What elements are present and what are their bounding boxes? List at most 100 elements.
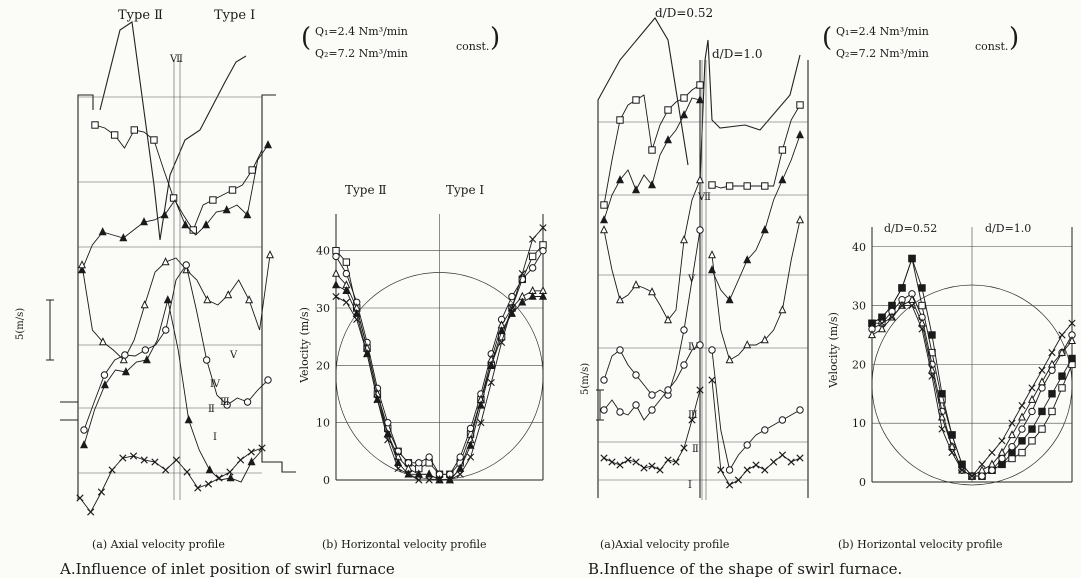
y-tick-label: 30 [852,300,866,313]
profile-point [760,225,769,234]
profile-point [76,494,84,502]
profile-point [761,426,769,434]
scale-label: 5(m/s) [15,308,26,340]
profile-point [600,454,608,462]
data-point [918,284,926,292]
data-point [1057,347,1067,356]
data-point [1048,349,1056,357]
profile-line [83,263,269,431]
data-point [938,425,946,433]
data-point [1008,443,1016,451]
data-point [528,264,537,272]
data-point [877,324,887,333]
y-tick-label: 40 [852,241,866,254]
data-point [1068,319,1076,327]
profile-point [726,481,734,489]
profile-point [752,461,760,469]
profile-line [81,144,269,271]
y-axis-label: Velocity (m/s) [827,312,840,389]
profile-point [632,96,640,104]
profile-point [226,473,235,482]
data-point [988,449,996,457]
profile-point [708,181,716,189]
profile-point [616,116,624,124]
profile-line [83,299,263,483]
data-point [342,269,351,278]
paren-right: ) [490,23,500,53]
data-point [1017,412,1027,421]
station-label: Ⅶ [169,54,183,65]
profile-point [100,380,109,389]
station-label: Ⅰ [688,480,692,491]
data-point [394,464,402,473]
const-label: const. [456,40,489,53]
data-point [498,338,506,346]
profile-point [600,406,608,414]
profile-point [631,280,641,289]
profile-point [222,205,231,214]
profile-point [708,376,716,384]
profile-point [725,182,734,190]
profile-point [624,456,632,464]
profile-point [264,376,272,384]
profile-point [184,415,193,424]
profile-point [725,295,734,304]
large-ratio-label: d/D=1.0 [985,222,1031,235]
data-point [988,466,996,474]
profile-point [679,235,689,244]
q1-label: Q₁=2.4 Nm³/min [315,25,408,38]
profile-point [707,250,717,259]
profile-point [664,386,672,394]
profile-point [778,305,787,314]
profile-point [778,416,787,424]
y-axis-label: Velocity (m/s) [298,307,311,384]
profile-point [121,351,129,359]
profile-point [263,140,273,149]
data-point [1018,437,1026,445]
profile-point [181,220,190,229]
scale-label: 5(m/s) [580,363,591,395]
scale-bar [596,389,604,421]
data-point [898,301,906,310]
profile-point [761,182,769,190]
y-tick-label: 20 [852,358,866,371]
large-ratio-label: d/D=1.0 [712,47,762,61]
data-point [331,280,341,289]
profile-point [796,101,804,109]
data-point [1008,419,1016,427]
data-point [342,298,350,306]
data-point [968,472,976,480]
profile-point [201,220,211,229]
data-point [898,284,906,292]
profile-line [81,254,271,361]
profile-point [599,225,609,234]
data-point [938,390,946,398]
data-point [1018,401,1026,410]
furnace-wall [60,401,78,421]
profile-point [743,182,751,190]
profile-point [664,106,672,114]
profile-line [94,124,263,231]
profile-point [215,474,223,482]
data-point [384,436,392,444]
profile-point [169,194,178,202]
data-point [363,350,371,358]
data-point [907,294,917,303]
data-point [928,372,936,380]
station-lines [78,60,262,500]
profile-point [209,196,217,204]
profile-point [656,466,664,474]
data-point [1048,390,1056,398]
profile-point [600,376,608,384]
profile-point [648,391,656,399]
profile-point [796,406,804,414]
profile-point [708,346,716,354]
profile-point [688,416,696,424]
horizontal-profile-b: d/D=0.52 d/D=1.0 Velocity (m/s) 0 10 20 30 4… [827,222,1077,551]
type2-label: Type Ⅱ [118,8,163,23]
caption-axial: (a) Axial velocity profile [92,538,225,551]
data-point [1028,384,1036,392]
profile-point [203,295,212,304]
data-point [1067,336,1077,345]
